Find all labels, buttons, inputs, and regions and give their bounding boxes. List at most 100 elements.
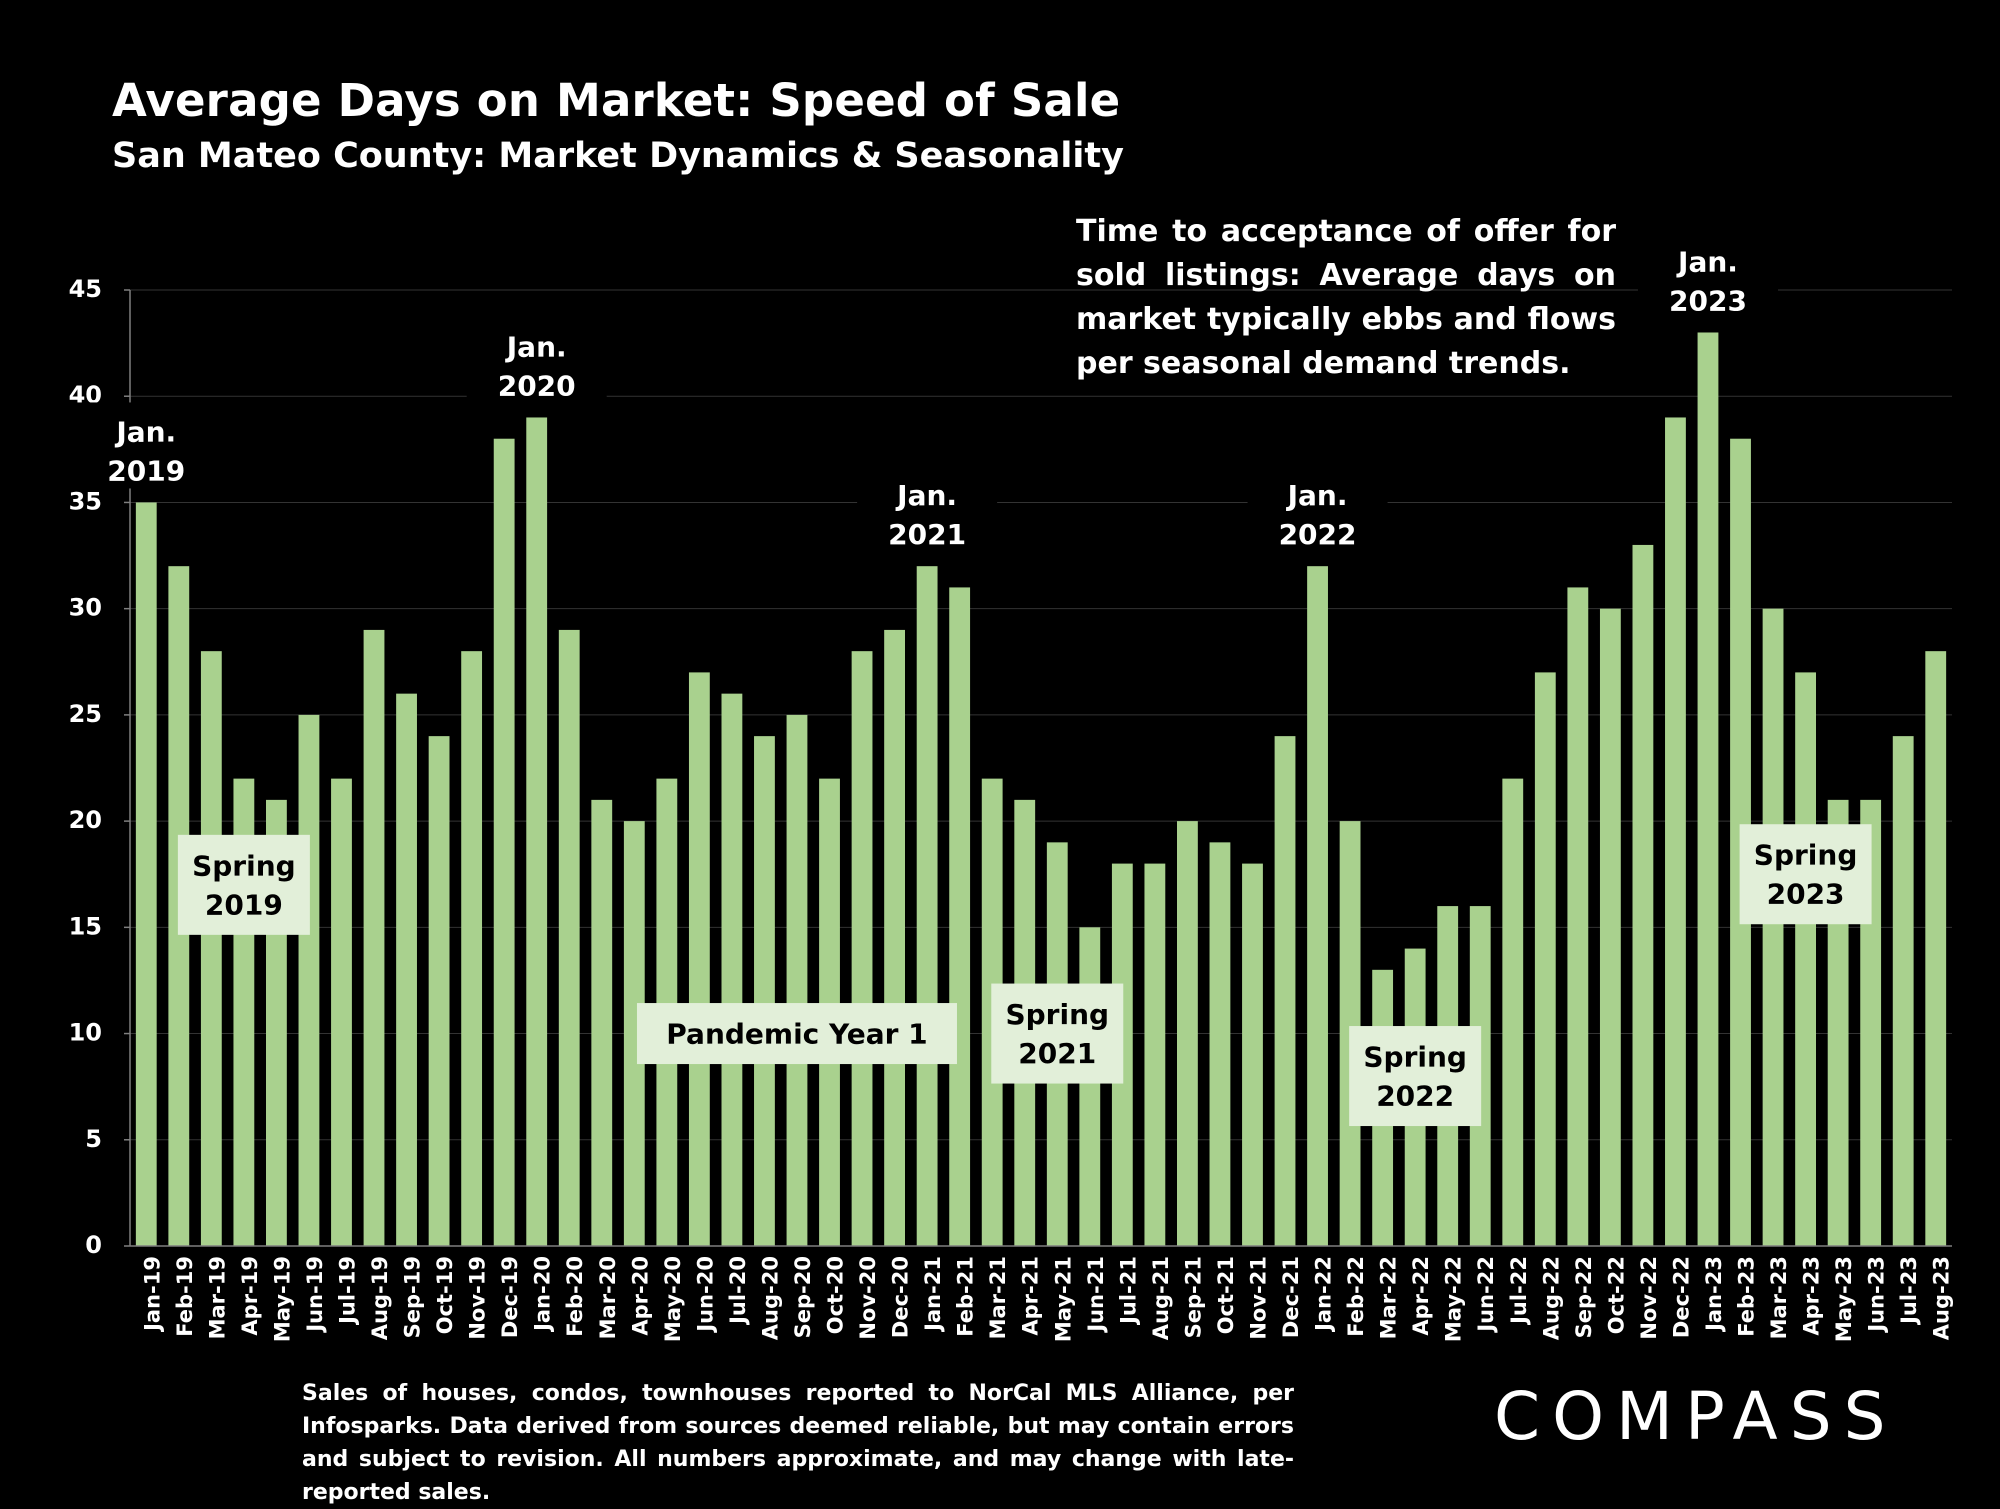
annotation-label: 2019 [107,454,185,487]
bar [786,714,808,1246]
x-tick-label: Mar-22 [1377,1256,1401,1339]
x-tick-label: May-22 [1442,1256,1466,1342]
bar [200,651,222,1246]
bar [558,629,580,1246]
bar [949,587,971,1246]
y-tick-label: 35 [69,487,102,515]
x-tick-label: Jun-20 [693,1256,717,1334]
period-label-box [991,983,1124,1084]
period-label-text: 2019 [205,888,283,921]
period-label-box [177,834,310,935]
x-tick-label: Apr-21 [1019,1256,1043,1336]
bar [396,693,417,1246]
bar [1242,863,1263,1246]
annotation-backdrop [857,466,998,553]
y-tick-label: 10 [69,1019,102,1047]
bar [1274,736,1296,1246]
bar [1144,863,1166,1246]
x-tick-label: Apr-20 [628,1256,652,1336]
bar [135,502,157,1246]
x-tick-label: Nov-22 [1637,1256,1661,1340]
x-tick-label: Aug-23 [1930,1256,1954,1340]
period-label-text: Spring [1005,998,1109,1031]
period-label-text: Spring [1754,839,1858,872]
x-tick-label: Aug-21 [1149,1256,1173,1340]
january-annotations: Jan. 2019 Jan. 2020 Jan. 2021 Jan. 2022 Jan. 2023 [76,232,1778,553]
x-tick-label: Nov-20 [856,1256,880,1340]
bar [721,693,743,1246]
bar [916,566,938,1246]
x-tick-label: Jun-22 [1474,1256,1498,1334]
x-tick-label: Apr-22 [1409,1256,1433,1336]
bar [461,651,483,1246]
x-tick-label: Oct-21 [1214,1256,1238,1334]
bar [1795,672,1817,1246]
x-tick-label: Jan-19 [140,1256,164,1333]
y-tick-label: 30 [69,594,102,622]
compass-logo: COMPASS [1494,1378,1898,1455]
x-tick-label: Oct-19 [433,1256,457,1334]
x-tick-label: Feb-23 [1735,1256,1759,1337]
x-tick-label: Aug-20 [758,1256,782,1340]
bar [1209,842,1231,1246]
bar [1697,332,1719,1246]
x-tick-label: Sep-22 [1572,1256,1596,1338]
x-tick-label: May-20 [661,1256,685,1342]
x-tick-label: Mar-23 [1767,1256,1791,1339]
x-tick-label: Mar-21 [986,1256,1010,1339]
chart-note: Time to acceptance of offer for sold lis… [1076,214,1616,381]
annotation-label: 2022 [1279,518,1357,551]
bar [1892,736,1914,1246]
x-tick-label: Jul-19 [335,1256,359,1326]
x-tick-label: May-21 [1051,1256,1075,1342]
x-tick-label: Feb-21 [954,1256,978,1337]
bar [884,629,906,1246]
y-tick-label: 15 [69,912,102,940]
x-tick-label: Sep-19 [401,1256,425,1338]
bar [1502,778,1524,1246]
annotation-label: Jan. [1676,245,1738,278]
x-tick-label: Mar-19 [205,1256,229,1339]
x-tick-label: Jul-20 [726,1256,750,1326]
bar [754,736,775,1246]
x-tick-label: Oct-22 [1604,1256,1628,1334]
bar [493,438,515,1246]
bar [363,629,385,1246]
bar [851,651,873,1246]
x-tick-label: Sep-21 [1181,1256,1205,1338]
y-tick-label: 5 [85,1125,102,1153]
period-label-box [636,1003,957,1065]
x-tick-label: Sep-20 [791,1256,815,1338]
y-tick-label: 0 [85,1231,102,1259]
bar [1307,566,1328,1246]
period-label-text: Spring [192,849,296,882]
annotation-label: Jan. [895,479,957,512]
annotation-label: Jan. [1286,479,1348,512]
chart-subtitle: San Mateo County: Market Dynamics & Seas… [112,136,1124,176]
x-tick-label: Feb-22 [1344,1256,1368,1337]
bar [1599,608,1621,1246]
bar [1567,587,1589,1246]
bar [591,799,613,1246]
bar [298,714,320,1246]
x-tick-label: Dec-20 [889,1256,913,1338]
bar [1762,608,1784,1246]
annotation-label: 2023 [1669,284,1747,317]
x-tick-label: Jul-22 [1507,1256,1531,1326]
x-tick-label: Dec-21 [1279,1256,1303,1338]
annotation-label: 2021 [888,518,966,551]
x-tick-label: Jan-23 [1702,1256,1726,1333]
x-tick-label: Jan-20 [531,1256,555,1333]
x-tick-label: Jan-21 [921,1256,945,1333]
period-label-box [1349,1026,1482,1127]
period-label-text: 2022 [1376,1080,1454,1113]
x-tick-label: Jul-21 [1116,1256,1140,1326]
annotation-label: Jan. [114,415,176,448]
annotation-backdrop [1637,232,1778,319]
x-axis-ticks: Jan-19 Feb-19 Mar-19 Apr-19 May-19 Jun-19 Jul-… [140,1256,1953,1342]
bar [526,417,548,1246]
bar [1534,672,1556,1246]
x-tick-label: Aug-22 [1539,1256,1563,1340]
annotation-backdrop [76,402,217,489]
